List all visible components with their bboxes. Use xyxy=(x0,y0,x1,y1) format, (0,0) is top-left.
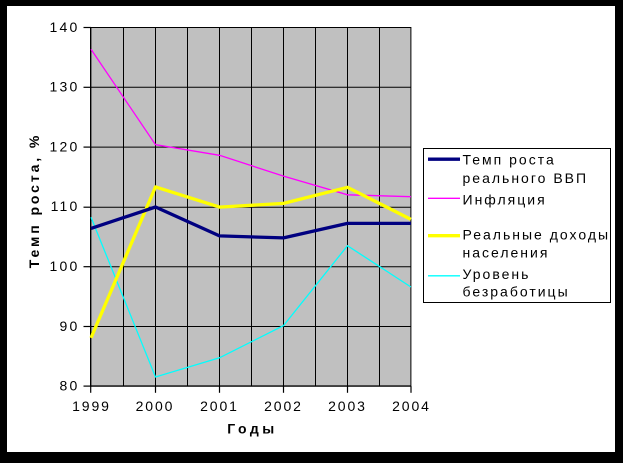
svg-text:2003: 2003 xyxy=(328,398,367,414)
svg-text:1999: 1999 xyxy=(72,398,111,414)
svg-text:130: 130 xyxy=(50,79,80,95)
svg-text:Уровень: Уровень xyxy=(463,266,531,282)
svg-text:120: 120 xyxy=(50,138,80,154)
svg-text:140: 140 xyxy=(50,19,80,35)
svg-text:Темп роста: Темп роста xyxy=(463,151,556,167)
svg-text:Инфляция: Инфляция xyxy=(463,192,547,208)
svg-text:Темп роста, %: Темп роста, % xyxy=(26,133,42,268)
svg-text:110: 110 xyxy=(51,198,80,214)
svg-text:населения: населения xyxy=(463,245,550,261)
svg-text:2002: 2002 xyxy=(264,398,303,414)
svg-text:90: 90 xyxy=(60,318,80,334)
svg-text:80: 80 xyxy=(60,378,80,394)
svg-text:реального ВВП: реального ВВП xyxy=(463,170,589,186)
svg-text:Годы: Годы xyxy=(227,421,277,437)
svg-text:2004: 2004 xyxy=(392,398,431,414)
svg-text:100: 100 xyxy=(50,258,80,274)
svg-text:безработицы: безработицы xyxy=(463,283,570,299)
svg-text:Реальные доходы: Реальные доходы xyxy=(463,227,611,243)
svg-text:2000: 2000 xyxy=(136,398,175,414)
svg-text:2001: 2001 xyxy=(200,398,239,414)
